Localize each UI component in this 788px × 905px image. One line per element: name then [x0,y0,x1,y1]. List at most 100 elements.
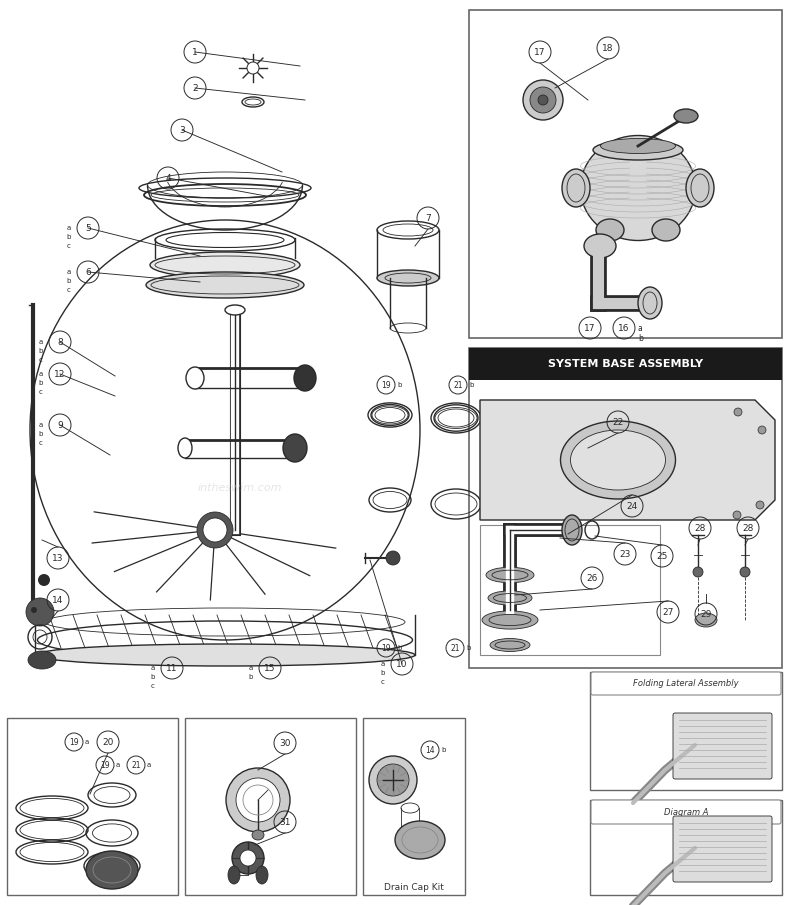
Text: Folding Lateral Assembly: Folding Lateral Assembly [634,679,739,688]
Ellipse shape [581,136,696,241]
Circle shape [232,842,264,874]
Ellipse shape [562,169,590,207]
Ellipse shape [695,613,717,627]
Text: 19: 19 [69,738,79,747]
Text: 17: 17 [584,323,596,332]
Ellipse shape [294,365,316,391]
Text: a: a [249,665,253,671]
Text: b: b [67,278,71,284]
Text: 19: 19 [381,643,391,653]
Text: 28: 28 [694,523,706,532]
Text: 21: 21 [453,380,463,389]
Text: 25: 25 [656,551,667,560]
Bar [469,348,782,380]
Text: 30: 30 [279,738,291,748]
Ellipse shape [486,567,534,583]
Circle shape [240,850,256,866]
Circle shape [377,764,409,796]
Text: 23: 23 [619,549,630,558]
Text: 10: 10 [396,660,407,669]
Text: 13: 13 [52,554,64,563]
Text: 21: 21 [132,760,141,769]
Text: 26: 26 [586,574,597,583]
Text: b: b [249,674,253,680]
Text: c: c [381,679,385,685]
Text: b: b [381,670,385,676]
Text: 6: 6 [85,268,91,277]
Ellipse shape [225,305,245,315]
FancyBboxPatch shape [673,713,772,779]
Text: Drain Cap Kit: Drain Cap Kit [384,882,444,891]
Text: 16: 16 [619,323,630,332]
Text: b: b [469,382,474,388]
Bar [590,800,782,895]
Text: c: c [39,440,43,446]
Text: a: a [67,269,71,275]
Text: 14: 14 [52,595,64,605]
Ellipse shape [256,866,268,884]
Ellipse shape [584,234,616,258]
Ellipse shape [571,430,666,490]
Text: 8: 8 [57,338,63,347]
Bar [7,718,178,895]
Text: 11: 11 [166,663,178,672]
Text: c: c [67,287,71,293]
Text: b: b [67,234,71,240]
Ellipse shape [146,272,304,298]
Text: 21: 21 [450,643,459,653]
Ellipse shape [150,252,300,278]
Text: c: c [151,683,155,689]
Ellipse shape [86,851,138,889]
Text: 12: 12 [54,369,65,378]
Circle shape [740,567,750,577]
Bar [480,525,660,655]
Circle shape [247,62,259,74]
Text: b: b [466,645,470,651]
Text: b: b [39,348,43,354]
Text: 14: 14 [426,746,435,755]
Ellipse shape [686,169,714,207]
Text: b: b [39,380,43,386]
Text: a: a [151,665,155,671]
Text: a: a [39,339,43,345]
Text: 28: 28 [742,523,753,532]
Text: 29: 29 [701,609,712,618]
Ellipse shape [490,639,530,652]
Text: b: b [151,674,155,680]
Text: Diagram A: Diagram A [663,807,708,816]
Text: a: a [116,762,121,768]
Text: 15: 15 [264,663,276,672]
Text: 1: 1 [192,47,198,56]
Text: a: a [147,762,151,768]
Circle shape [523,80,563,120]
Ellipse shape [674,109,698,123]
Circle shape [538,95,548,105]
Ellipse shape [562,515,582,545]
FancyBboxPatch shape [591,672,781,695]
Text: intheswim.com: intheswim.com [198,483,282,493]
Text: 19: 19 [100,760,110,769]
Circle shape [369,756,417,804]
Circle shape [758,426,766,434]
Ellipse shape [28,651,56,669]
Ellipse shape [35,644,415,666]
Text: a: a [638,323,643,332]
Polygon shape [480,400,775,520]
Ellipse shape [377,270,439,286]
Circle shape [197,512,233,548]
Ellipse shape [488,591,532,605]
Circle shape [26,598,54,626]
Text: SYSTEM BASE ASSEMBLY: SYSTEM BASE ASSEMBLY [548,359,703,369]
Text: 17: 17 [534,47,546,56]
Bar [363,718,465,895]
Ellipse shape [377,221,439,239]
Bar [185,718,356,895]
Ellipse shape [560,421,675,499]
Text: 20: 20 [102,738,113,747]
Circle shape [733,511,741,519]
Text: 2: 2 [192,83,198,92]
Text: a: a [39,371,43,377]
Ellipse shape [600,138,675,154]
Circle shape [693,567,703,577]
Circle shape [530,87,556,113]
